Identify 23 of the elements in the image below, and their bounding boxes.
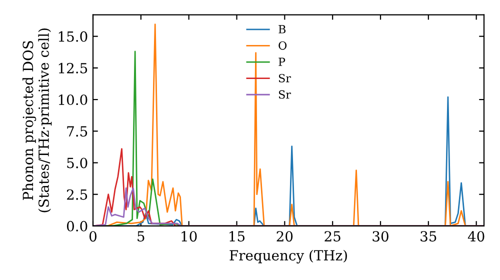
x-tick-label: 35 bbox=[420, 231, 436, 242]
x-tick-label: 5 bbox=[138, 231, 144, 242]
x-axis-title: Frequency (THz) bbox=[230, 250, 347, 264]
x-tick-label: 25 bbox=[324, 231, 340, 242]
y-tick-label: 2.5 bbox=[66, 189, 88, 200]
y-tick-label: 15.0 bbox=[58, 31, 88, 42]
legend-label: P bbox=[278, 58, 286, 66]
x-tick-label: 40 bbox=[468, 231, 484, 242]
y-tick-label: 12.5 bbox=[58, 62, 88, 74]
y-tick-label: 0.0 bbox=[66, 220, 88, 232]
legend-label: B bbox=[278, 25, 286, 34]
y-axis-title: Phonon projected DOS (States/THz·primitive cell) bbox=[22, 28, 52, 212]
legend-label: Sr bbox=[278, 74, 291, 82]
x-tick-label: 30 bbox=[372, 231, 388, 242]
y-tick-label: 7.5 bbox=[67, 126, 88, 137]
x-tick-label: 20 bbox=[276, 231, 293, 242]
legend-label: O bbox=[278, 41, 287, 50]
x-tick-label: 10 bbox=[182, 231, 197, 242]
x-tick-label: 0 bbox=[89, 231, 96, 242]
x-tick-label: 15 bbox=[230, 231, 245, 242]
y-tick-label: 10.0 bbox=[58, 94, 88, 106]
legend-label: Sr bbox=[278, 90, 291, 99]
y-tick-label: 5.0 bbox=[67, 158, 88, 168]
